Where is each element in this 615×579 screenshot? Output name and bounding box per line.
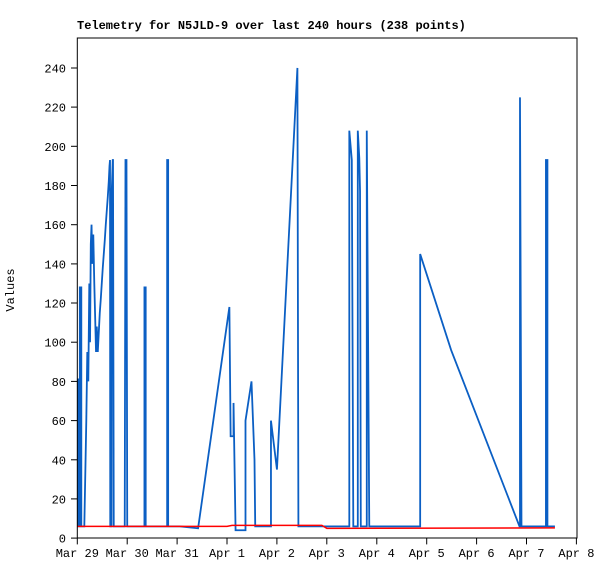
svg-text:Apr 7: Apr 7 xyxy=(508,547,544,561)
svg-text:Apr 3: Apr 3 xyxy=(309,547,345,561)
svg-text:Telemetry for N5JLD-9 over las: Telemetry for N5JLD-9 over last 240 hour… xyxy=(77,19,466,33)
svg-text:Apr 8: Apr 8 xyxy=(558,547,594,561)
svg-text:160: 160 xyxy=(44,219,66,233)
svg-text:Values: Values xyxy=(4,268,18,311)
svg-text:200: 200 xyxy=(44,141,66,155)
svg-text:Mar 30: Mar 30 xyxy=(106,547,149,561)
svg-text:40: 40 xyxy=(52,454,66,468)
svg-text:Apr 1: Apr 1 xyxy=(209,547,245,561)
svg-text:Apr 5: Apr 5 xyxy=(409,547,445,561)
svg-text:60: 60 xyxy=(52,415,66,429)
svg-text:240: 240 xyxy=(44,63,66,77)
svg-text:Apr 2: Apr 2 xyxy=(259,547,295,561)
svg-text:140: 140 xyxy=(44,258,66,272)
svg-text:220: 220 xyxy=(44,102,66,116)
svg-text:100: 100 xyxy=(44,337,66,351)
svg-text:120: 120 xyxy=(44,298,66,312)
svg-text:80: 80 xyxy=(52,376,66,390)
svg-text:Apr 6: Apr 6 xyxy=(459,547,495,561)
svg-text:Apr 4: Apr 4 xyxy=(359,547,395,561)
svg-text:180: 180 xyxy=(44,180,66,194)
svg-text:0: 0 xyxy=(59,533,66,547)
svg-text:Mar 29: Mar 29 xyxy=(56,547,99,561)
svg-text:Mar 31: Mar 31 xyxy=(155,547,198,561)
svg-text:20: 20 xyxy=(52,493,66,507)
